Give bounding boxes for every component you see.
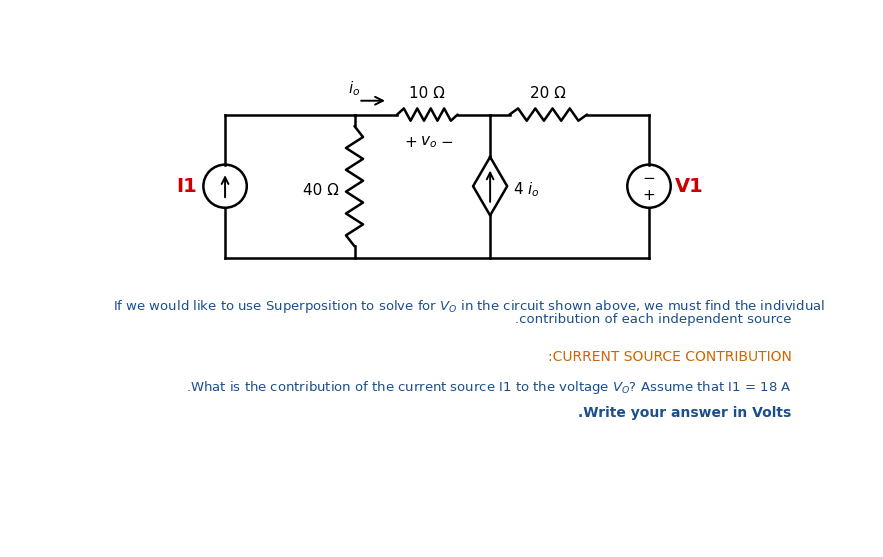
- Text: $4\ i_o$: $4\ i_o$: [513, 180, 540, 199]
- Text: +: +: [404, 135, 417, 150]
- Text: .contribution of each independent source: .contribution of each independent source: [515, 313, 791, 326]
- Text: :CURRENT SOURCE CONTRIBUTION: :CURRENT SOURCE CONTRIBUTION: [547, 350, 791, 364]
- Text: −: −: [643, 171, 655, 186]
- Text: +: +: [643, 188, 655, 203]
- Text: .Write your answer in Volts: .Write your answer in Volts: [578, 405, 791, 419]
- Text: $v_o$: $v_o$: [420, 135, 437, 150]
- Text: V1: V1: [675, 177, 704, 196]
- Text: $i_o$: $i_o$: [349, 79, 360, 97]
- Text: 10 Ω: 10 Ω: [410, 86, 445, 101]
- Text: I1: I1: [177, 177, 197, 196]
- Text: .What is the contribution of the current source I1 to the voltage $V_O$? Assume : .What is the contribution of the current…: [186, 379, 791, 395]
- Text: If we would like to use Superposition to solve for $V_O$ in the circuit shown ab: If we would like to use Superposition to…: [114, 298, 826, 315]
- Text: 40 Ω: 40 Ω: [303, 183, 339, 198]
- Text: −: −: [441, 135, 453, 150]
- Text: 20 Ω: 20 Ω: [531, 86, 566, 101]
